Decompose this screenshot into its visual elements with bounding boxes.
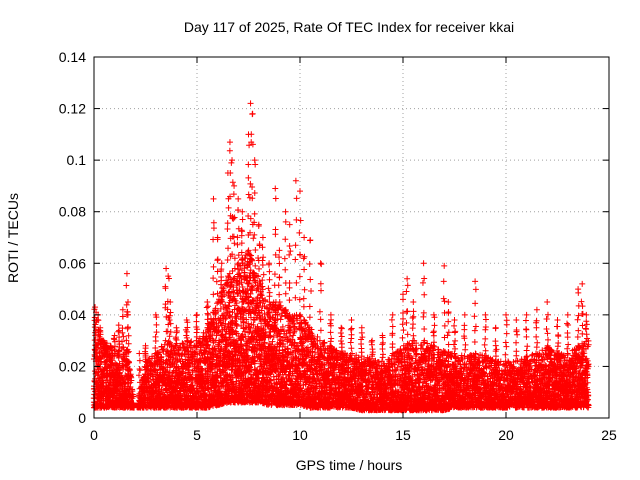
data-point [198,372,205,379]
data-point [179,396,186,403]
data-point [188,338,195,345]
data-point [116,369,123,376]
grid [94,57,609,418]
data-point [125,358,132,365]
data-point [199,371,206,378]
data-point [111,353,118,360]
data-point [130,393,137,400]
data-point [277,316,284,323]
data-point [199,366,206,373]
data-point [277,340,284,347]
data-point [160,372,167,379]
data-point [97,363,104,370]
data-point [197,365,204,372]
data-point [189,374,196,381]
data-point [179,340,186,347]
data-point [152,366,159,373]
data-point [188,374,195,381]
data-point [128,377,135,384]
data-point [187,339,194,346]
data-point [158,353,165,360]
data-point [180,341,187,348]
data-point [156,349,163,356]
data-point [94,372,101,379]
data-point [241,269,248,276]
data-point [193,343,200,350]
data-point [186,366,193,373]
data-point [109,357,116,364]
data-point [163,386,170,393]
data-point [155,382,162,389]
data-points [90,100,592,414]
data-point [192,348,199,355]
data-point [126,367,133,374]
chart-title: Day 117 of 2025, Rate Of TEC Index for r… [184,19,514,35]
